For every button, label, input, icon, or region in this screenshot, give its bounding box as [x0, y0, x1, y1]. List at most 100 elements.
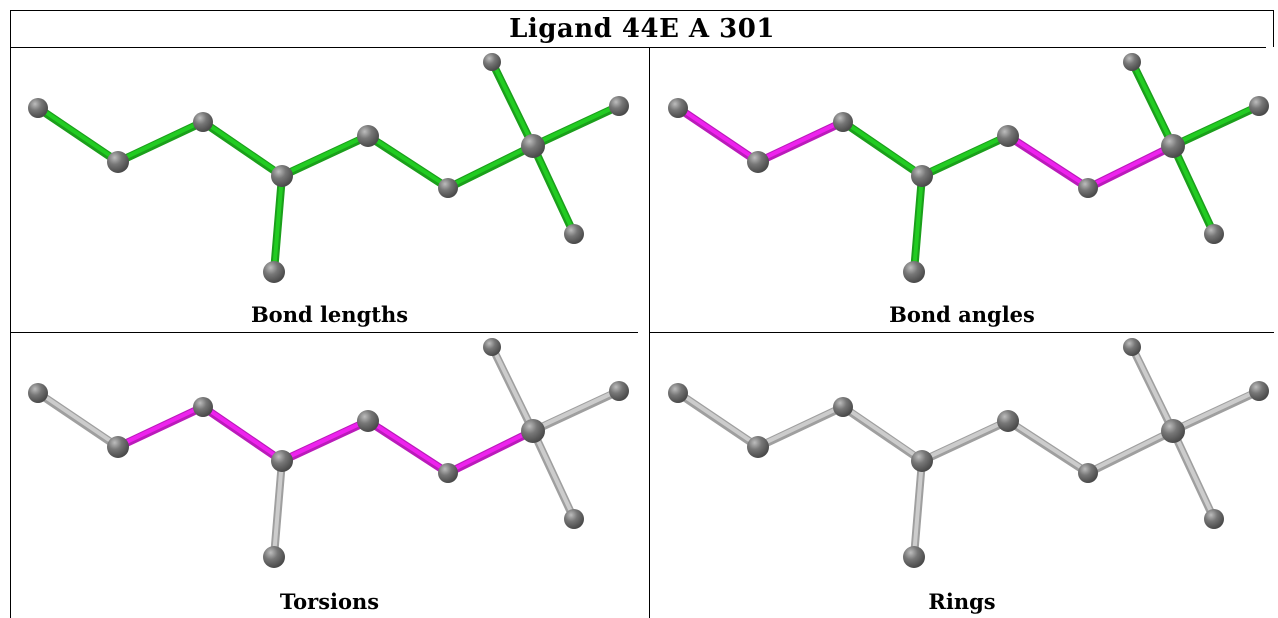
- grid-line-middle-right: [650, 332, 1274, 333]
- caption-rings: Rings: [928, 589, 996, 614]
- molecule-torsions: [28, 338, 629, 568]
- atom-10: [903, 546, 925, 568]
- bond-highlight-5: [446, 143, 535, 189]
- atom-1: [747, 436, 769, 458]
- bond-highlight-7: [1171, 388, 1261, 432]
- grid-line-top: [10, 47, 1266, 48]
- bond-highlight-5: [446, 428, 535, 474]
- atom-0: [668, 383, 688, 403]
- atom-0: [28, 98, 48, 118]
- atom-2: [193, 397, 213, 417]
- caption-bond-lengths: Bond lengths: [250, 302, 409, 327]
- bond-highlight-8: [1171, 428, 1216, 520]
- atom-10: [903, 261, 925, 283]
- molecule-bond-lengths: [28, 53, 629, 283]
- panel-bond-angles: Bond angles: [650, 48, 1274, 332]
- molecule-bond-angles: [668, 53, 1269, 283]
- atom-1: [107, 151, 129, 173]
- atom-5: [1078, 178, 1098, 198]
- bond-highlight-0: [676, 105, 760, 163]
- atom-7: [1123, 338, 1141, 356]
- figure-frame: Ligand 44E A 301 Bond lengths Bond angle…: [10, 10, 1274, 618]
- atom-3: [271, 450, 293, 472]
- atom-4: [357, 410, 379, 432]
- panel-rings: Rings: [650, 333, 1274, 618]
- atom-6: [521, 419, 545, 443]
- bond-highlight-2: [841, 404, 924, 462]
- atom-3: [911, 165, 933, 187]
- figure-title: Ligand 44E A 301: [509, 14, 775, 44]
- bond-highlight-9: [272, 173, 284, 273]
- atom-9: [564, 224, 584, 244]
- atom-2: [833, 112, 853, 132]
- atom-9: [1204, 509, 1224, 529]
- bond-highlight-3: [920, 418, 1010, 462]
- bond-highlight-1: [116, 119, 205, 163]
- molecule-rings: [668, 338, 1269, 568]
- bond-highlight-7: [531, 388, 621, 432]
- atom-10: [263, 261, 285, 283]
- bond-highlight-8: [531, 428, 576, 520]
- bond-highlight-6: [1130, 59, 1175, 147]
- atom-3: [271, 165, 293, 187]
- atom-4: [997, 410, 1019, 432]
- panel-torsions: Torsions: [10, 333, 649, 618]
- grid-line-middle-left: [10, 332, 638, 333]
- atom-8: [1249, 96, 1269, 116]
- bond-highlight-0: [36, 390, 120, 448]
- bond-highlight-4: [1006, 418, 1090, 474]
- caption-bond-angles: Bond angles: [889, 302, 1035, 327]
- atom-8: [609, 96, 629, 116]
- bond-highlight-5: [1086, 428, 1175, 474]
- bond-highlight-1: [756, 404, 845, 448]
- bond-highlight-4: [366, 418, 450, 474]
- bond-highlight-9: [912, 173, 924, 273]
- bond-highlight-6: [490, 344, 535, 432]
- title-row: Ligand 44E A 301: [10, 10, 1274, 47]
- bond-highlight-8: [531, 143, 576, 235]
- grid-line-center: [649, 47, 650, 618]
- atom-10: [263, 546, 285, 568]
- atom-5: [1078, 463, 1098, 483]
- bond-highlight-3: [280, 133, 370, 177]
- atom-9: [564, 509, 584, 529]
- bond-highlight-1: [116, 404, 205, 448]
- bond-highlight-0: [676, 390, 760, 448]
- atom-4: [357, 125, 379, 147]
- atom-2: [193, 112, 213, 132]
- atom-8: [609, 381, 629, 401]
- atom-4: [997, 125, 1019, 147]
- bond-highlight-4: [1006, 133, 1090, 189]
- atom-6: [521, 134, 545, 158]
- atom-0: [668, 98, 688, 118]
- atom-5: [438, 178, 458, 198]
- bond-highlight-5: [1086, 143, 1175, 189]
- atom-0: [28, 383, 48, 403]
- atom-7: [1123, 53, 1141, 71]
- atom-3: [911, 450, 933, 472]
- atom-8: [1249, 381, 1269, 401]
- bond-highlight-7: [531, 103, 621, 147]
- bond-highlight-6: [490, 59, 535, 147]
- atom-6: [1161, 134, 1185, 158]
- bond-highlight-2: [201, 119, 284, 177]
- bond-highlight-9: [912, 458, 924, 558]
- bond-highlight-6: [1130, 344, 1175, 432]
- bond-highlight-8: [1171, 143, 1216, 235]
- grid-line-left: [10, 47, 11, 618]
- atom-5: [438, 463, 458, 483]
- bond-highlight-4: [366, 133, 450, 189]
- bond-highlight-3: [280, 418, 370, 462]
- bond-highlight-2: [201, 404, 284, 462]
- atom-6: [1161, 419, 1185, 443]
- atom-2: [833, 397, 853, 417]
- atom-9: [1204, 224, 1224, 244]
- bond-highlight-7: [1171, 103, 1261, 147]
- bond-highlight-3: [920, 133, 1010, 177]
- bond-highlight-1: [756, 119, 845, 163]
- atom-7: [483, 53, 501, 71]
- atom-7: [483, 338, 501, 356]
- atom-1: [107, 436, 129, 458]
- panel-bond-lengths: Bond lengths: [10, 48, 649, 332]
- caption-torsions: Torsions: [279, 589, 380, 614]
